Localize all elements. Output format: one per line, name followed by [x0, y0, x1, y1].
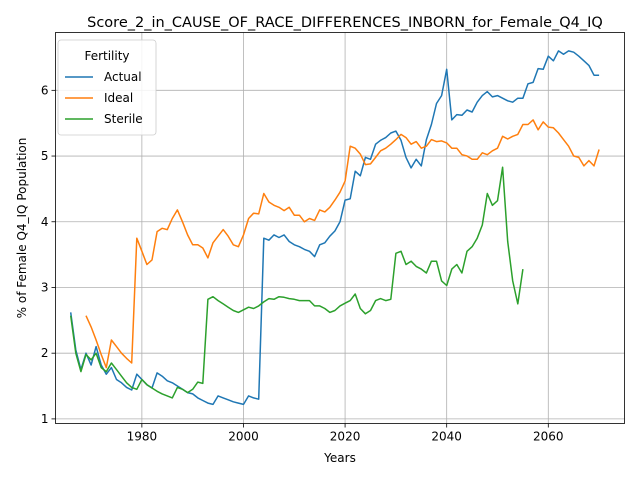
y-tick-label: 5 — [41, 149, 49, 163]
legend-title: Fertility — [84, 49, 129, 63]
y-axis-title: % of Female Q4_IQ Population — [15, 138, 29, 319]
legend-label-ideal: Ideal — [104, 91, 133, 105]
x-tick-label: 1980 — [127, 430, 158, 444]
series-line-ideal — [86, 120, 599, 368]
legend-label-actual: Actual — [104, 70, 142, 84]
y-tick-label: 2 — [41, 346, 49, 360]
y-tick-label: 1 — [41, 412, 49, 426]
y-tick-label: 4 — [41, 215, 49, 229]
x-tick-label: 2020 — [330, 430, 361, 444]
x-axis-ticks: 1980 2000 2020 2040 2060 — [127, 424, 564, 444]
y-tick-label: 6 — [41, 83, 49, 97]
x-tick-label: 2040 — [431, 430, 462, 444]
chart-title: Score_2_in_CAUSE_OF_RACE_DIFFERENCES_INB… — [87, 15, 603, 31]
legend-label-sterile: Sterile — [104, 112, 143, 126]
x-axis-title: Years — [323, 451, 356, 465]
x-tick-label: 2000 — [228, 430, 259, 444]
legend: Fertility Actual Ideal Sterile — [58, 40, 156, 135]
series-line-sterile — [71, 167, 523, 398]
y-axis-ticks: 1 2 3 4 5 6 — [41, 83, 56, 426]
x-tick-label: 2060 — [533, 430, 564, 444]
y-tick-label: 3 — [41, 280, 49, 294]
